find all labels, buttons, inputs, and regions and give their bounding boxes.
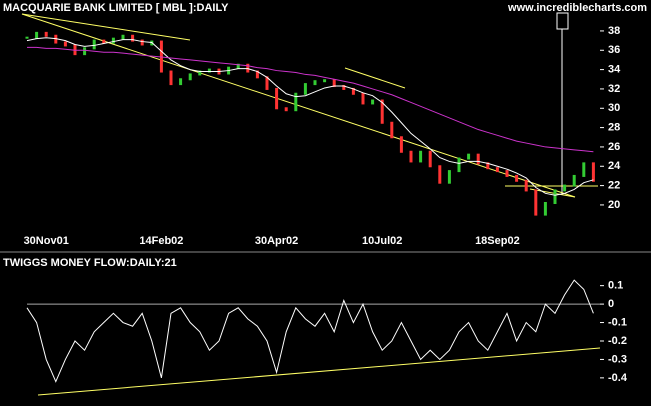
price-bar [236, 63, 240, 69]
price-bar [467, 153, 471, 160]
price-bar [486, 162, 490, 170]
y-tick-label: 30 [608, 102, 620, 114]
y-tick-label: 36 [608, 44, 620, 56]
price-bar [198, 70, 202, 76]
price-bar [92, 39, 96, 50]
x-tick-label: 18Sep02 [475, 235, 520, 247]
series-line [27, 46, 594, 153]
panel-title: TWIGGS MONEY FLOW:DAILY:21 [3, 257, 177, 269]
y-tick-label: 32 [608, 83, 620, 95]
chart-title: MACQUARIE BANK LIMITED [ MBL ]:DAILY [3, 2, 229, 14]
price-bar [543, 202, 547, 216]
price-bar [361, 92, 365, 105]
trendline [344, 67, 406, 89]
price-bar [447, 170, 451, 184]
price-bar [563, 184, 567, 192]
price-bar [457, 157, 461, 173]
price-bar [390, 121, 394, 139]
price-bar [409, 150, 413, 163]
trendlines [21, 13, 601, 396]
price-bar [428, 150, 432, 168]
price-bar [313, 80, 317, 86]
price-bar [515, 174, 519, 182]
price-bar [323, 79, 327, 83]
y-tick-label: -0.4 [608, 372, 628, 384]
series-line [26, 37, 594, 196]
price-bar [534, 189, 538, 216]
y-tick-label: 20 [608, 199, 620, 211]
y-tick-label: 0.1 [608, 280, 623, 292]
trendline [21, 13, 191, 41]
y-tick-label: -0.3 [608, 353, 627, 365]
price-bar [591, 162, 595, 182]
watermark: www.incrediblecharts.com [507, 2, 647, 14]
price-bar [83, 47, 87, 56]
y-tick-label: 34 [608, 64, 621, 76]
price-bar [351, 87, 355, 95]
price-bar [294, 92, 298, 112]
price-bar [582, 162, 586, 177]
price-bar [121, 34, 125, 40]
price-bar [553, 189, 557, 204]
price-bar [140, 39, 144, 46]
y-tick-label: -0.1 [608, 316, 627, 328]
x-tick-label: 30Apr02 [255, 235, 298, 247]
price-bar [399, 136, 403, 153]
price-bar [131, 34, 135, 42]
price-bar [342, 85, 346, 90]
price-bar [419, 150, 423, 163]
price-bar [102, 39, 106, 44]
y-tick-label: 22 [608, 180, 620, 192]
price-bar [111, 37, 115, 44]
series-line [26, 279, 594, 383]
price-bar [303, 83, 307, 95]
price-bar [332, 79, 336, 88]
trendline [21, 13, 576, 198]
trendline [529, 188, 576, 198]
price-bar [438, 165, 442, 184]
price-bar [63, 41, 67, 47]
price-bar [35, 31, 39, 39]
price-bar [495, 167, 499, 173]
price-bar [572, 174, 576, 187]
price-bar [265, 76, 269, 90]
y-tick-label: 26 [608, 141, 620, 153]
x-tick-label: 30Nov01 [24, 235, 69, 247]
price-bar [25, 36, 29, 39]
trendline [37, 347, 601, 396]
y-tick-label: 38 [608, 25, 620, 37]
x-tick-label: 10Jul02 [362, 235, 402, 247]
y-tick-label: 28 [608, 122, 620, 134]
price-bar [505, 170, 509, 177]
y-tick-label: 24 [608, 160, 621, 172]
price-bar [371, 99, 375, 105]
x-tick-label: 14Feb02 [139, 235, 183, 247]
y-tick-label: -0.2 [608, 335, 627, 347]
price-bar [524, 179, 528, 192]
price-bar [188, 73, 192, 81]
price-bar [179, 78, 183, 86]
price-bar [44, 31, 48, 37]
price-bar [255, 70, 259, 79]
price-bar [275, 87, 279, 110]
price-bar [169, 70, 173, 86]
price-bar [380, 99, 384, 124]
price-bar [207, 68, 211, 73]
price-bar [284, 107, 288, 112]
price-bar [476, 153, 480, 165]
y-tick-label: 0 [608, 298, 614, 310]
